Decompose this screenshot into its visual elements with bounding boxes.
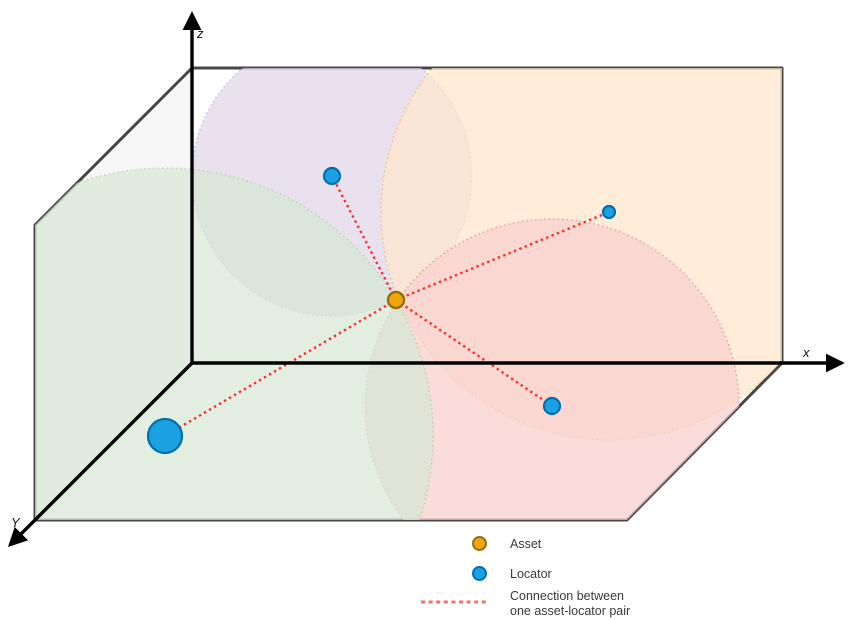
axes: x Yz (7, 11, 845, 548)
y-axis (7, 361, 194, 548)
connection-asset-locator-4 (164, 298, 397, 438)
connection-asset-locator-2 (395, 210, 610, 302)
x-axis-label: x (802, 345, 810, 360)
nodes (146, 166, 617, 455)
asset-dot (386, 290, 406, 310)
connections (164, 175, 610, 438)
z-axis-label: z (196, 26, 204, 41)
locator-1-dot (322, 166, 342, 186)
locator-4-dot (146, 417, 184, 455)
y-axis-label: Y (11, 515, 21, 530)
connection-asset-locator-1 (330, 175, 398, 301)
locator-3-dot (542, 396, 562, 416)
locator-2-dot (601, 204, 617, 220)
connection-asset-locator-3 (395, 299, 553, 407)
